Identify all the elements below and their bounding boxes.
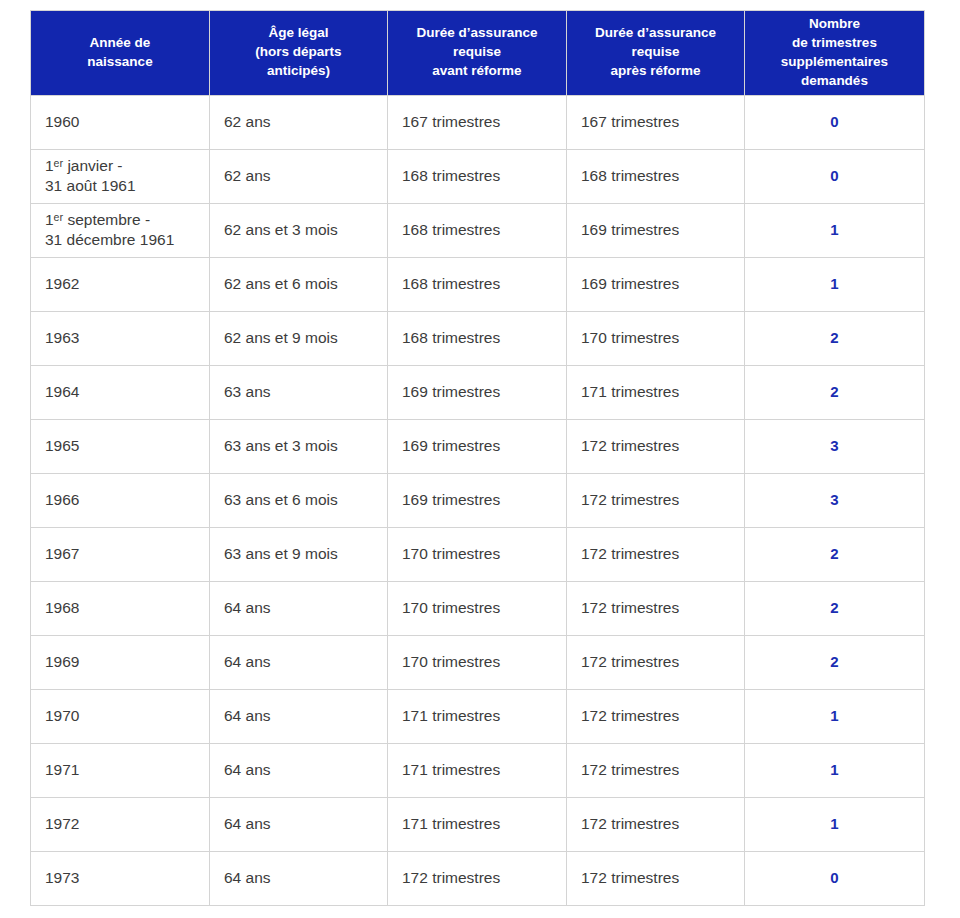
cell-age-legal: 63 ans et 9 mois bbox=[210, 527, 388, 581]
cell-duree-apres-reforme: 172 trimestres bbox=[567, 743, 745, 797]
column-header-duree-apres-reforme: Durée d’assurance requise après réforme bbox=[567, 11, 745, 96]
cell-duree-apres-reforme: 172 trimestres bbox=[567, 851, 745, 905]
table-header-row: Année de naissance Âge légal (hors dépar… bbox=[31, 11, 925, 96]
table-body: 1960 62 ans 167 trimestres 167 trimestre… bbox=[31, 95, 925, 905]
cell-annee-de-naissance: 1972 bbox=[31, 797, 210, 851]
column-header-duree-avant-reforme: Durée d’assurance requise avant réforme bbox=[388, 11, 567, 96]
cell-duree-apres-reforme: 172 trimestres bbox=[567, 635, 745, 689]
cell-duree-apres-reforme: 172 trimestres bbox=[567, 527, 745, 581]
cell-trimestres-supplementaires: 0 bbox=[745, 95, 925, 149]
cell-annee-de-naissance: 1971 bbox=[31, 743, 210, 797]
cell-duree-avant-reforme: 169 trimestres bbox=[388, 419, 567, 473]
cell-trimestres-supplementaires: 1 bbox=[745, 257, 925, 311]
table-row: 1963 62 ans et 9 mois 168 trimestres 170… bbox=[31, 311, 925, 365]
cell-annee-de-naissance: 1ᵉʳ janvier - 31 août 1961 bbox=[31, 149, 210, 203]
cell-trimestres-supplementaires: 2 bbox=[745, 581, 925, 635]
cell-age-legal: 62 ans et 6 mois bbox=[210, 257, 388, 311]
cell-duree-apres-reforme: 168 trimestres bbox=[567, 149, 745, 203]
table-row: 1973 64 ans 172 trimestres 172 trimestre… bbox=[31, 851, 925, 905]
cell-duree-avant-reforme: 170 trimestres bbox=[388, 527, 567, 581]
cell-age-legal: 64 ans bbox=[210, 851, 388, 905]
table-row: 1962 62 ans et 6 mois 168 trimestres 169… bbox=[31, 257, 925, 311]
table-row: 1972 64 ans 171 trimestres 172 trimestre… bbox=[31, 797, 925, 851]
cell-duree-apres-reforme: 172 trimestres bbox=[567, 689, 745, 743]
table-row: 1960 62 ans 167 trimestres 167 trimestre… bbox=[31, 95, 925, 149]
table-row: 1970 64 ans 171 trimestres 172 trimestre… bbox=[31, 689, 925, 743]
cell-duree-avant-reforme: 171 trimestres bbox=[388, 797, 567, 851]
cell-annee-de-naissance: 1969 bbox=[31, 635, 210, 689]
cell-duree-apres-reforme: 172 trimestres bbox=[567, 797, 745, 851]
cell-trimestres-supplementaires: 3 bbox=[745, 473, 925, 527]
cell-annee-de-naissance: 1ᵉʳ septembre - 31 décembre 1961 bbox=[31, 203, 210, 257]
cell-trimestres-supplementaires: 2 bbox=[745, 365, 925, 419]
cell-annee-de-naissance: 1967 bbox=[31, 527, 210, 581]
cell-trimestres-supplementaires: 3 bbox=[745, 419, 925, 473]
table-row: 1967 63 ans et 9 mois 170 trimestres 172… bbox=[31, 527, 925, 581]
cell-age-legal: 64 ans bbox=[210, 797, 388, 851]
cell-duree-apres-reforme: 169 trimestres bbox=[567, 203, 745, 257]
cell-annee-de-naissance: 1962 bbox=[31, 257, 210, 311]
cell-duree-apres-reforme: 172 trimestres bbox=[567, 419, 745, 473]
column-header-trimestres-supplementaires: Nombre de trimestres supplémentaires dem… bbox=[745, 11, 925, 96]
cell-trimestres-supplementaires: 1 bbox=[745, 743, 925, 797]
column-header-annee-de-naissance: Année de naissance bbox=[31, 11, 210, 96]
table-row: 1ᵉʳ janvier - 31 août 1961 62 ans 168 tr… bbox=[31, 149, 925, 203]
table-row: 1964 63 ans 169 trimestres 171 trimestre… bbox=[31, 365, 925, 419]
cell-duree-avant-reforme: 170 trimestres bbox=[388, 581, 567, 635]
cell-trimestres-supplementaires: 0 bbox=[745, 149, 925, 203]
cell-duree-apres-reforme: 170 trimestres bbox=[567, 311, 745, 365]
cell-annee-de-naissance: 1960 bbox=[31, 95, 210, 149]
cell-age-legal: 63 ans bbox=[210, 365, 388, 419]
cell-age-legal: 63 ans et 3 mois bbox=[210, 419, 388, 473]
cell-age-legal: 64 ans bbox=[210, 581, 388, 635]
table-row: 1969 64 ans 170 trimestres 172 trimestre… bbox=[31, 635, 925, 689]
table-row: 1971 64 ans 171 trimestres 172 trimestre… bbox=[31, 743, 925, 797]
cell-trimestres-supplementaires: 1 bbox=[745, 203, 925, 257]
column-header-age-legal: Âge légal (hors départs anticipés) bbox=[210, 11, 388, 96]
cell-age-legal: 62 ans et 9 mois bbox=[210, 311, 388, 365]
cell-annee-de-naissance: 1973 bbox=[31, 851, 210, 905]
cell-duree-apres-reforme: 172 trimestres bbox=[567, 581, 745, 635]
cell-annee-de-naissance: 1963 bbox=[31, 311, 210, 365]
cell-trimestres-supplementaires: 2 bbox=[745, 311, 925, 365]
cell-age-legal: 63 ans et 6 mois bbox=[210, 473, 388, 527]
cell-trimestres-supplementaires: 0 bbox=[745, 851, 925, 905]
cell-duree-avant-reforme: 167 trimestres bbox=[388, 95, 567, 149]
table-row: 1968 64 ans 170 trimestres 172 trimestre… bbox=[31, 581, 925, 635]
cell-age-legal: 64 ans bbox=[210, 635, 388, 689]
cell-annee-de-naissance: 1965 bbox=[31, 419, 210, 473]
cell-age-legal: 62 ans bbox=[210, 95, 388, 149]
cell-duree-avant-reforme: 171 trimestres bbox=[388, 689, 567, 743]
cell-duree-avant-reforme: 168 trimestres bbox=[388, 257, 567, 311]
cell-trimestres-supplementaires: 2 bbox=[745, 635, 925, 689]
cell-duree-apres-reforme: 172 trimestres bbox=[567, 473, 745, 527]
cell-annee-de-naissance: 1970 bbox=[31, 689, 210, 743]
cell-duree-avant-reforme: 171 trimestres bbox=[388, 743, 567, 797]
cell-duree-avant-reforme: 172 trimestres bbox=[388, 851, 567, 905]
cell-age-legal: 62 ans et 3 mois bbox=[210, 203, 388, 257]
table-row: 1966 63 ans et 6 mois 169 trimestres 172… bbox=[31, 473, 925, 527]
cell-age-legal: 64 ans bbox=[210, 689, 388, 743]
cell-trimestres-supplementaires: 1 bbox=[745, 797, 925, 851]
cell-duree-avant-reforme: 169 trimestres bbox=[388, 473, 567, 527]
cell-duree-avant-reforme: 168 trimestres bbox=[388, 203, 567, 257]
cell-annee-de-naissance: 1968 bbox=[31, 581, 210, 635]
table-container: Année de naissance Âge légal (hors dépar… bbox=[30, 10, 925, 906]
cell-duree-apres-reforme: 171 trimestres bbox=[567, 365, 745, 419]
cell-duree-avant-reforme: 168 trimestres bbox=[388, 149, 567, 203]
cell-annee-de-naissance: 1964 bbox=[31, 365, 210, 419]
cell-trimestres-supplementaires: 1 bbox=[745, 689, 925, 743]
cell-duree-apres-reforme: 167 trimestres bbox=[567, 95, 745, 149]
cell-trimestres-supplementaires: 2 bbox=[745, 527, 925, 581]
cell-annee-de-naissance: 1966 bbox=[31, 473, 210, 527]
cell-age-legal: 62 ans bbox=[210, 149, 388, 203]
cell-duree-avant-reforme: 170 trimestres bbox=[388, 635, 567, 689]
cell-duree-apres-reforme: 169 trimestres bbox=[567, 257, 745, 311]
table-row: 1ᵉʳ septembre - 31 décembre 1961 62 ans … bbox=[31, 203, 925, 257]
cell-duree-avant-reforme: 168 trimestres bbox=[388, 311, 567, 365]
retirement-quarters-table: Année de naissance Âge légal (hors dépar… bbox=[30, 10, 925, 906]
cell-duree-avant-reforme: 169 trimestres bbox=[388, 365, 567, 419]
table-row: 1965 63 ans et 3 mois 169 trimestres 172… bbox=[31, 419, 925, 473]
cell-age-legal: 64 ans bbox=[210, 743, 388, 797]
